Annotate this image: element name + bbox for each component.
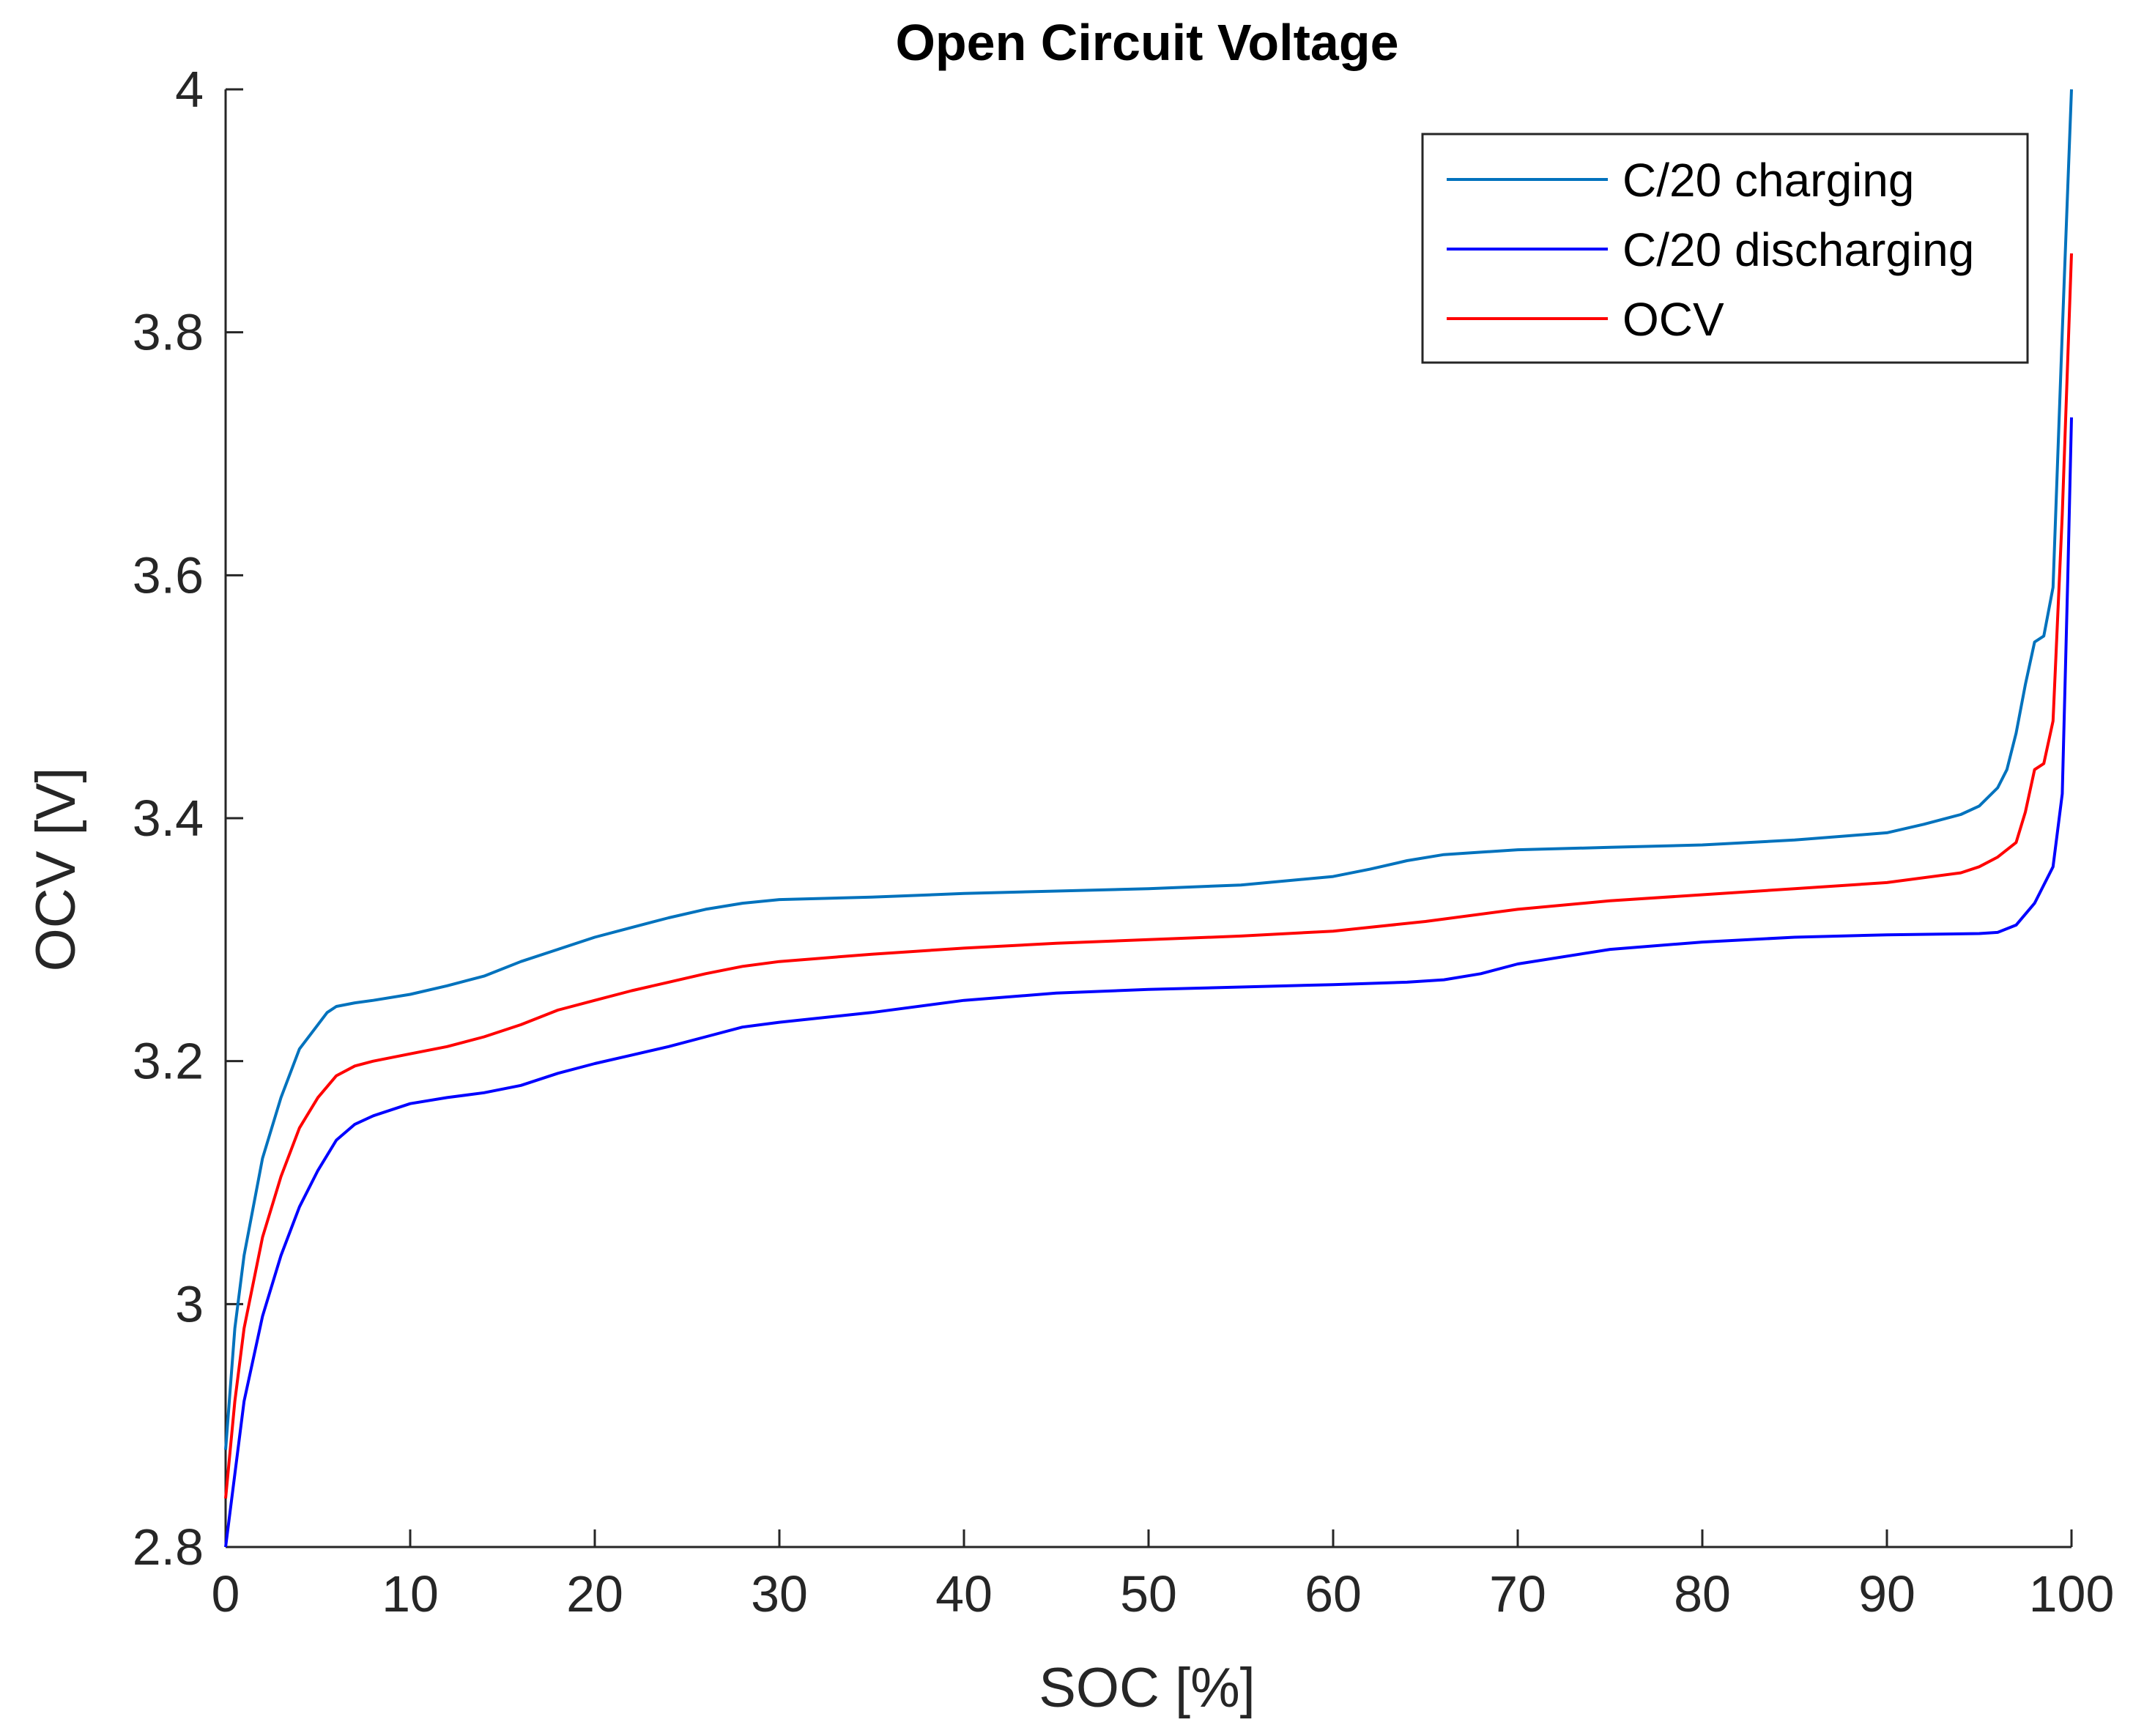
y-tick-label: 3.2 bbox=[133, 1033, 204, 1090]
x-tick-label: 90 bbox=[1858, 1565, 1915, 1622]
x-tick-label: 20 bbox=[566, 1565, 623, 1622]
series-layer bbox=[224, 89, 2073, 1548]
legend-label-ocv: OCV bbox=[1622, 293, 1724, 346]
legend-item-charging: C/20 charging bbox=[1447, 154, 1914, 207]
x-tick-label: 30 bbox=[751, 1565, 808, 1622]
x-tick-label: 60 bbox=[1305, 1565, 1362, 1622]
x-tick-label: 0 bbox=[212, 1565, 240, 1622]
chart-title: Open Circuit Voltage bbox=[895, 14, 1398, 71]
series-line-ocv bbox=[224, 253, 2073, 1499]
y-tick-label: 3.6 bbox=[133, 546, 204, 604]
y-ticks: 2.8 3 3.2 3.4 3.6 3.8 4 bbox=[133, 61, 243, 1576]
legend: C/20 charging C/20 discharging OCV bbox=[1421, 133, 2029, 364]
x-tick-label: 50 bbox=[1120, 1565, 1177, 1622]
series-line-charging bbox=[224, 89, 2073, 1450]
y-tick-label: 3.8 bbox=[133, 304, 204, 361]
x-axis-label: SOC [%] bbox=[1039, 1657, 1255, 1719]
y-tick-label: 4 bbox=[175, 61, 204, 118]
y-tick-label: 3.4 bbox=[133, 790, 204, 847]
legend-item-discharging: C/20 discharging bbox=[1447, 223, 1974, 276]
x-ticks: 0 10 20 30 40 50 60 70 80 90 100 bbox=[212, 1529, 2115, 1622]
series-line-discharging bbox=[224, 417, 2073, 1548]
legend-label-charging: C/20 charging bbox=[1622, 154, 1914, 207]
x-tick-label: 100 bbox=[2029, 1565, 2115, 1622]
y-tick-label: 2.8 bbox=[133, 1518, 204, 1576]
y-tick-label: 3 bbox=[175, 1275, 204, 1332]
x-tick-label: 10 bbox=[382, 1565, 439, 1622]
y-axis-label: OCV [V] bbox=[25, 768, 87, 972]
x-tick-label: 70 bbox=[1489, 1565, 1546, 1622]
x-tick-label: 40 bbox=[935, 1565, 993, 1622]
x-tick-label: 80 bbox=[1674, 1565, 1731, 1622]
legend-label-discharging: C/20 discharging bbox=[1622, 223, 1974, 276]
legend-item-ocv: OCV bbox=[1447, 293, 1724, 346]
